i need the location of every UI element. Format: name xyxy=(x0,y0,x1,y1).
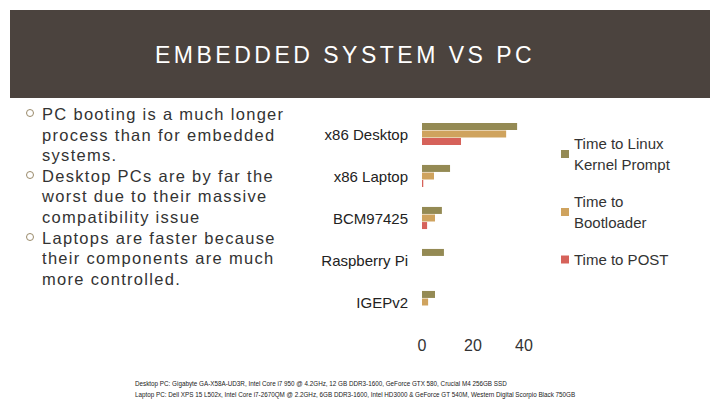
svg-text:Bootloader: Bootloader xyxy=(574,214,647,231)
html-text:Desktop PC: Gigabyte GA-X58A-U: Desktop PC: Gigabyte GA-X58A-UD3R, Intel… xyxy=(135,380,507,387)
html-text:PC booting is a much longer pr: PC booting is a much longer process than… xyxy=(42,105,285,165)
html-text:Desktop PCs are by far the wor: Desktop PCs are by far the worst due to … xyxy=(42,166,274,226)
svg-text:Time to Linux: Time to Linux xyxy=(574,135,668,152)
svg-text:IGEPv2: IGEPv2 xyxy=(356,294,408,311)
svg-text:Kernel Prompt: Kernel Prompt xyxy=(574,156,671,173)
svg-text:40: 40 xyxy=(515,337,533,354)
svg-text:x86 Laptop: x86 Laptop xyxy=(334,168,408,185)
svg-text:20: 20 xyxy=(464,337,482,354)
svg-text:Raspberry Pi: Raspberry Pi xyxy=(321,252,408,269)
svg-text:x86 Desktop: x86 Desktop xyxy=(325,126,408,143)
svg-text:BCM97425: BCM97425 xyxy=(333,210,408,227)
svg-text:0: 0 xyxy=(418,337,427,354)
html-text:Laptop PC: Dell XPS 15 L502x,: Laptop PC: Dell XPS 15 L502x, Intel Core… xyxy=(135,391,576,398)
html-text:EMBEDDED SYSTEM VS PC: EMBEDDED SYSTEM VS PC xyxy=(155,42,536,68)
svg-text:Time to POST: Time to POST xyxy=(574,251,668,268)
html-text:Laptops are faster because the: Laptops are faster because their compone… xyxy=(42,228,276,288)
svg-text:Time to: Time to xyxy=(574,193,628,210)
